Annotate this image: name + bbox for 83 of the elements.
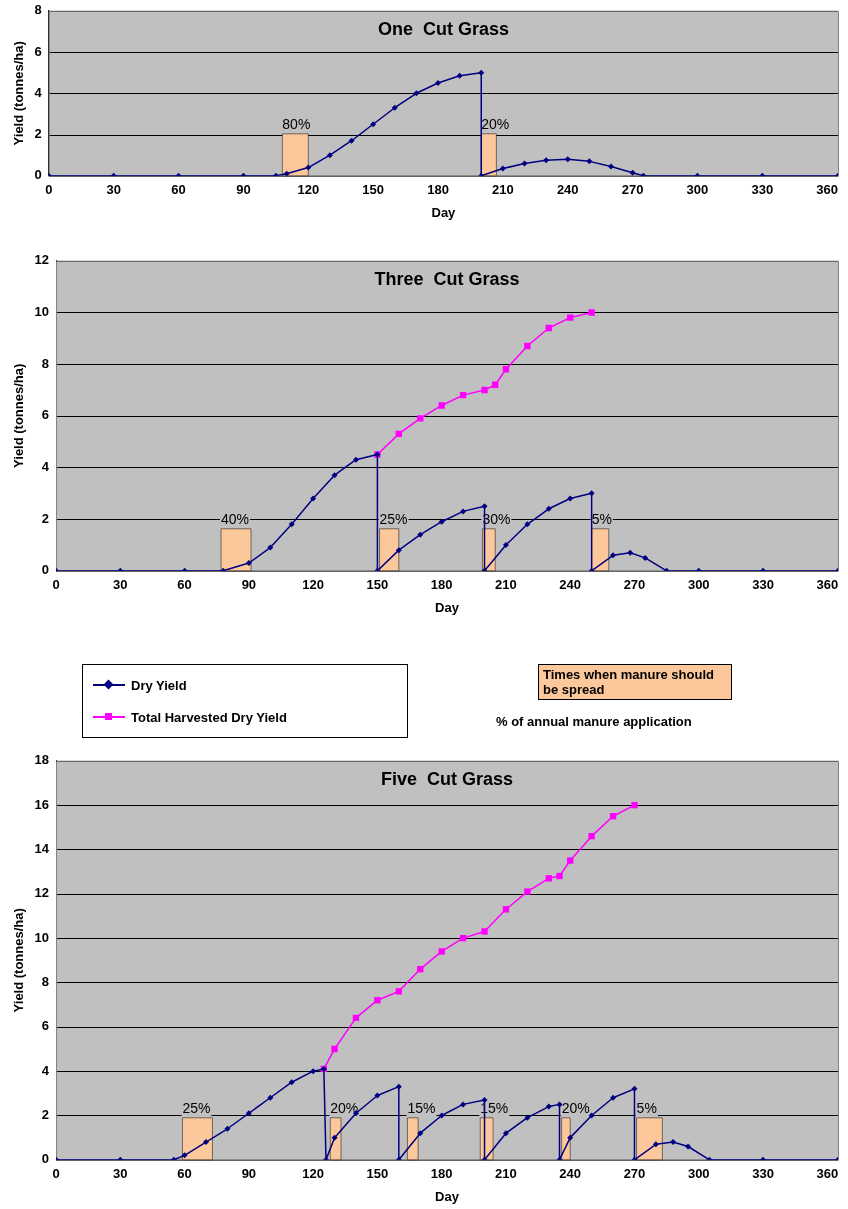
x-tick-label: 330 [752,1166,774,1182]
y-tick-label: 6 [41,407,50,423]
band-label: 5% [591,510,612,527]
x-tick-label: 300 [687,1166,710,1182]
x-tick-label: 30 [106,182,121,198]
x-tick-label: 150 [366,1166,389,1182]
y-tick-label: 6 [34,43,42,59]
x-tick-label: 210 [495,577,517,593]
y-axis-title: Yield (tonnes/ha) [11,41,27,146]
y-tick-label: 12 [34,885,50,901]
x-tick-label: 360 [816,182,839,198]
band-label: 80% [282,115,311,132]
x-tick-label: 210 [492,182,514,198]
x-tick-label: 180 [430,1166,453,1182]
y-tick-label: 8 [41,355,50,371]
legend-label: Total Harvested Dry Yield [131,709,287,725]
x-tick-label: 90 [236,182,251,198]
y-tick-label: 8 [41,974,50,990]
x-tick-label: 240 [559,577,582,593]
band-label: 20% [481,115,510,132]
y-tick-label: 0 [34,167,42,183]
x-tick-label: 270 [623,577,646,593]
x-tick-label: 270 [621,182,644,198]
x-tick-label: 240 [556,182,579,198]
y-tick-label: 16 [34,796,50,812]
x-tick-label: 60 [177,1166,192,1182]
x-tick-label: 90 [241,1166,257,1182]
y-tick-label: 0 [41,1151,50,1167]
y-tick-label: 6 [41,1018,50,1034]
x-tick-label: 330 [751,182,774,198]
y-tick-label: 8 [34,2,42,18]
x-tick-label: 180 [427,182,449,198]
y-tick-label: 2 [34,126,42,142]
x-tick-label: 150 [362,182,384,198]
x-tick-label: 30 [113,1166,128,1182]
band-label: 20% [330,1099,359,1116]
x-tick-label: 300 [686,182,709,198]
y-axis-title: Yield (tonnes/ha) [11,908,27,1013]
x-axis-title: Day [431,204,457,220]
x-tick-label: 360 [816,1166,839,1182]
y-tick-label: 10 [34,929,50,945]
legend-label: Dry Yield [131,677,187,693]
x-tick-label: 0 [52,577,60,593]
y-tick-label: 4 [34,84,43,100]
x-tick-label: 330 [752,577,774,593]
x-tick-label: 360 [816,577,839,593]
x-tick-label: 30 [113,577,128,593]
y-tick-label: 4 [41,459,50,475]
y-tick-label: 18 [34,752,50,768]
band-label: 25% [182,1099,211,1116]
y-tick-label: 4 [41,1062,50,1078]
text: Times when manure should be spread [538,664,732,700]
chart-title: Three Cut Grass [374,268,520,289]
band-label: 5% [636,1099,657,1116]
y-tick-label: 0 [41,562,50,578]
x-axis-title: Day [435,599,460,615]
x-tick-label: 60 [177,577,192,593]
x-tick-label: 300 [687,577,710,593]
text: % of annual manure application [496,714,693,729]
y-axis-title: Yield (tonnes/ha) [11,363,27,468]
x-tick-label: 120 [302,577,324,593]
x-tick-label: 240 [559,1166,582,1182]
x-tick-label: 150 [366,577,389,593]
y-tick-label: 2 [41,1107,50,1123]
y-tick-label: 14 [34,841,50,857]
band-label: 20% [561,1099,590,1116]
x-tick-label: 120 [302,1166,324,1182]
x-axis-title: Day [435,1188,460,1204]
chart-title: One Cut Grass [377,18,509,39]
band-label: 40% [221,510,250,527]
x-tick-label: 0 [52,1166,60,1182]
x-tick-label: 180 [430,577,453,593]
chart-title: Five Cut Grass [381,768,514,789]
y-tick-label: 12 [34,252,50,268]
x-tick-label: 120 [297,182,320,198]
y-tick-label: 2 [41,510,50,526]
x-tick-label: 60 [171,182,186,198]
x-tick-label: 90 [241,577,257,593]
x-tick-label: 270 [623,1166,646,1182]
x-tick-label: 210 [495,1166,517,1182]
y-tick-label: 10 [34,304,50,320]
band-label: 25% [379,510,408,527]
band-label: 15% [407,1099,436,1116]
